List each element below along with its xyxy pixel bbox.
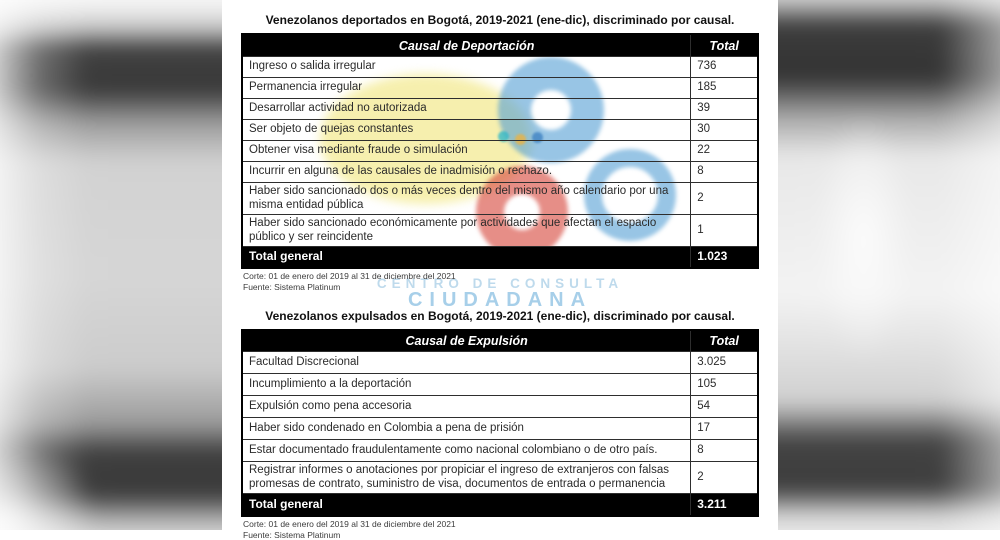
total-general-label: Total general xyxy=(242,494,691,517)
total-cell: 17 xyxy=(691,418,758,440)
expulsados-table-title: Venezolanos expulsados en Bogotá, 2019-2… xyxy=(222,309,778,323)
causal-cell: Obtener visa mediante fraude o simulació… xyxy=(242,141,691,162)
corte-note: Corte: 01 de enero del 2019 al 31 de dic… xyxy=(243,519,778,530)
expulsados-section: Venezolanos expulsados en Bogotá, 2019-2… xyxy=(222,309,778,540)
causal-cell: Ser objeto de quejas constantes xyxy=(242,120,691,141)
total-cell: 105 xyxy=(691,374,758,396)
expulsados-table: Causal de Expulsión Total Facultad Discr… xyxy=(241,329,759,517)
causal-cell: Estar documentado fraudulentamente como … xyxy=(242,440,691,462)
expulsados-total-row: Total general 3.211 xyxy=(242,494,758,517)
fuente-note: Fuente: Sistema Platinum xyxy=(243,282,778,293)
total-general-value: 3.211 xyxy=(691,494,758,517)
total-cell: 30 xyxy=(691,120,758,141)
deportados-table: Causal de Deportación Total Ingreso o sa… xyxy=(241,33,759,269)
total-general-value: 1.023 xyxy=(691,247,758,269)
corte-note: Corte: 01 de enero del 2019 al 31 de dic… xyxy=(243,271,778,282)
causal-cell: Haber sido sancionado económicamente por… xyxy=(242,215,691,247)
causal-cell: Incurrir en alguna de las causales de in… xyxy=(242,162,691,183)
deportados-section: Venezolanos deportados en Bogotá, 2019-2… xyxy=(222,13,778,292)
document-panel: CENTRO DE CONSULTA CIUDADANA Venezolanos… xyxy=(222,0,778,530)
total-cell: 736 xyxy=(691,57,758,78)
total-cell: 185 xyxy=(691,78,758,99)
causal-cell: Expulsión como pena accesoria xyxy=(242,396,691,418)
table-row: Obtener visa mediante fraude o simulació… xyxy=(242,141,758,162)
causal-cell: Registrar informes o anotaciones por pro… xyxy=(242,462,691,494)
deportados-total-row: Total general 1.023 xyxy=(242,247,758,269)
deportados-table-title: Venezolanos deportados en Bogotá, 2019-2… xyxy=(222,13,778,27)
causal-cell: Haber sido condenado en Colombia a pena … xyxy=(242,418,691,440)
blurred-background-right xyxy=(770,0,1000,530)
table-row: Haber sido sancionado económicamente por… xyxy=(242,215,758,247)
causal-cell: Facultad Discrecional xyxy=(242,352,691,374)
total-cell: 39 xyxy=(691,99,758,120)
deportados-header-row: Causal de Deportación Total xyxy=(242,34,758,57)
table-row: Estar documentado fraudulentamente como … xyxy=(242,440,758,462)
causal-expulsion-header: Causal de Expulsión xyxy=(242,330,691,352)
expulsados-header-row: Causal de Expulsión Total xyxy=(242,330,758,352)
fuente-note: Fuente: Sistema Platinum xyxy=(243,530,778,540)
table-row: Haber sido sancionado dos o más veces de… xyxy=(242,183,758,215)
total-cell: 2 xyxy=(691,183,758,215)
causal-cell: Desarrollar actividad no autorizada xyxy=(242,99,691,120)
causal-cell: Ingreso o salida irregular xyxy=(242,57,691,78)
causal-cell: Permanencia irregular xyxy=(242,78,691,99)
table-row: Registrar informes o anotaciones por pro… xyxy=(242,462,758,494)
total-cell: 8 xyxy=(691,440,758,462)
total-header: Total xyxy=(691,330,758,352)
table-row: Haber sido condenado en Colombia a pena … xyxy=(242,418,758,440)
total-cell: 2 xyxy=(691,462,758,494)
total-cell: 54 xyxy=(691,396,758,418)
total-cell: 22 xyxy=(691,141,758,162)
causal-cell: Haber sido sancionado dos o más veces de… xyxy=(242,183,691,215)
total-header: Total xyxy=(691,34,758,57)
table-row: Incurrir en alguna de las causales de in… xyxy=(242,162,758,183)
total-general-label: Total general xyxy=(242,247,691,269)
total-cell: 3.025 xyxy=(691,352,758,374)
causal-deportacion-header: Causal de Deportación xyxy=(242,34,691,57)
causal-cell: Incumplimiento a la deportación xyxy=(242,374,691,396)
total-cell: 1 xyxy=(691,215,758,247)
total-cell: 8 xyxy=(691,162,758,183)
deportados-footnotes: Corte: 01 de enero del 2019 al 31 de dic… xyxy=(243,271,778,292)
blurred-background-left xyxy=(0,0,230,530)
